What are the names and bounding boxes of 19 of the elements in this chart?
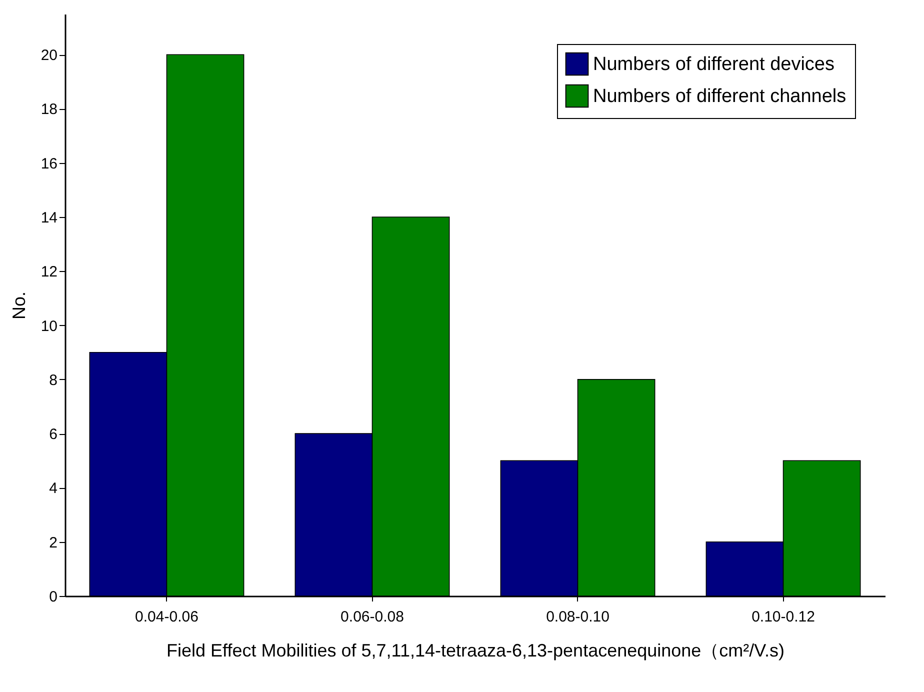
y-axis-title: No. <box>8 291 29 320</box>
x-tick-label: 0.10-0.12 <box>752 608 815 626</box>
y-tick-label: 2 <box>49 534 58 552</box>
y-tick-label: 0 <box>49 588 58 606</box>
x-tick-label: 0.04-0.06 <box>135 608 198 626</box>
legend-label: Numbers of different channels <box>593 86 846 107</box>
y-tick-label: 8 <box>49 372 58 389</box>
x-tick-label: 0.06-0.08 <box>340 608 404 626</box>
y-tick-label: 4 <box>49 480 58 498</box>
y-tick-label: 16 <box>40 155 58 172</box>
y-tick-label: 18 <box>40 101 58 118</box>
y-tick-label: 6 <box>49 426 58 444</box>
y-tick-label: 14 <box>40 210 58 227</box>
y-tick-label: 20 <box>40 47 58 64</box>
y-tick-label: 12 <box>40 264 58 281</box>
y-tick-label: 10 <box>40 318 58 335</box>
x-axis-title: Field Effect Mobilities of 5,7,11,14-tetraaza-6,13-pentacenequinone（cm²/V.s) <box>166 640 785 660</box>
x-tick-label: 0.08-0.10 <box>546 608 610 626</box>
legend-label: Numbers of different devices <box>593 54 834 75</box>
